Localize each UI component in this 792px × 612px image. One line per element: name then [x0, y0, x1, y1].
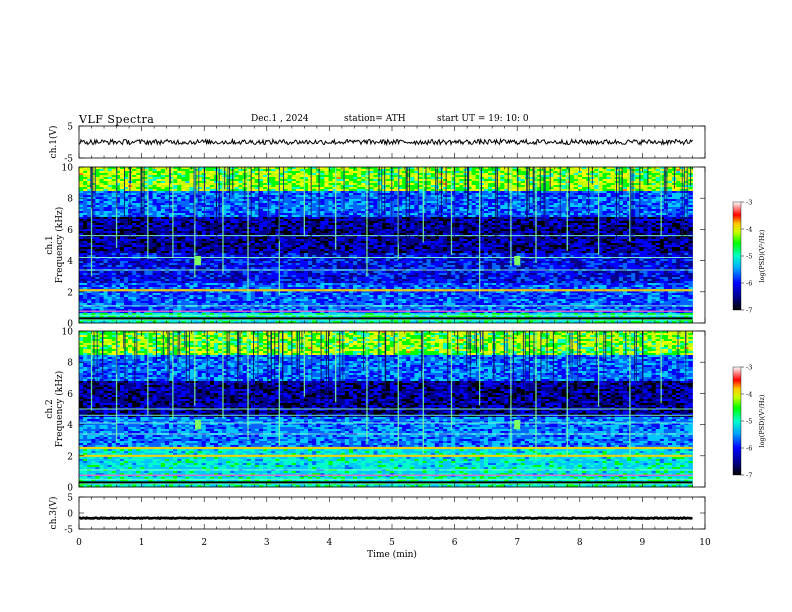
vlf-figure: 5-50246810024681050-5ch.1(V)ch.1Frequenc… — [0, 0, 792, 612]
ch1-spectrogram — [79, 167, 693, 323]
